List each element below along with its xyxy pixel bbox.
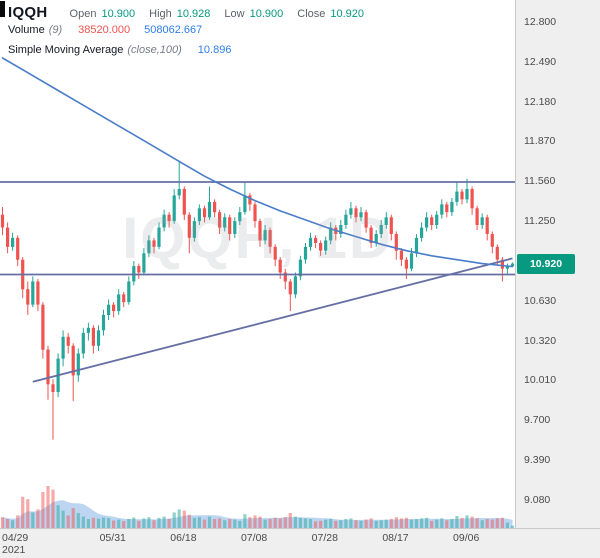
volume-bars-layer <box>0 486 515 528</box>
time-axis[interactable]: 04/29 2021 05/31 06/18 07/08 07/28 08/17 09/06 <box>0 528 600 558</box>
sma-value: 10.896 <box>197 44 232 56</box>
candles-layer <box>0 160 515 440</box>
time-axis-label: 04/29 2021 <box>2 532 29 556</box>
volume-ma-value: 508062.667 <box>144 24 203 36</box>
time-axis-label: 06/18 <box>170 532 197 544</box>
price-axis-label: 12.180 <box>524 95 557 108</box>
last-price-value: 10.920 <box>529 257 563 270</box>
high-value: 10.928 <box>176 8 211 20</box>
high-label: High <box>149 8 172 20</box>
price-axis-label: 9.080 <box>524 493 551 506</box>
close-label: Close <box>297 8 326 20</box>
time-axis-label: 09/06 <box>453 532 480 544</box>
trendlines-layer <box>0 181 515 383</box>
candlestick-chart[interactable] <box>0 0 515 528</box>
price-axis-label: 10.630 <box>524 294 557 307</box>
volume-indicator-row: Volume (9) 38520.000 508062.667 <box>8 24 378 44</box>
low-label: Low <box>224 8 245 20</box>
price-axis-label: 10.320 <box>524 334 557 347</box>
price-axis[interactable]: 10.920 12.800 12.490 12.180 11.870 11.560 11.… <box>515 0 600 528</box>
low-value: 10.900 <box>249 8 284 20</box>
price-axis-label: 12.800 <box>524 15 557 28</box>
symbol-title: IQQH <box>8 4 48 21</box>
sma-indicator-params: (close,100) <box>127 44 182 56</box>
price-axis-label: 11.870 <box>524 135 556 148</box>
time-axis-label: 07/28 <box>311 532 338 544</box>
open-label: Open <box>69 8 97 20</box>
sma-line <box>1 57 514 268</box>
price-axis-label: 9.390 <box>524 454 551 467</box>
time-axis-label: 05/31 <box>99 532 126 544</box>
price-axis-label: 11.560 <box>524 175 556 188</box>
sma-indicator-label: Simple Moving Average <box>8 44 124 56</box>
time-axis-year-label: 2021 <box>2 544 26 556</box>
price-axis-label: 9.700 <box>524 414 551 427</box>
price-axis-label: 10.010 <box>524 374 557 387</box>
volume-indicator-params: (9) <box>48 24 63 36</box>
sma-indicator-row: Simple Moving Average (close,100) 10.896 <box>8 44 378 64</box>
open-value: 10.900 <box>101 8 136 20</box>
price-axis-label: 12.490 <box>524 55 557 68</box>
ohlc-row: IQQH Open 10.900 High 10.928 Low 10.900 … <box>8 4 378 24</box>
time-axis-label: 08/17 <box>382 532 409 544</box>
price-axis-label: 11.250 <box>524 215 556 228</box>
window-edge-mark <box>0 1 5 17</box>
volume-value: 38520.000 <box>78 24 131 36</box>
legend: IQQH Open 10.900 High 10.928 Low 10.900 … <box>8 4 378 64</box>
time-axis-label: 07/08 <box>240 532 268 544</box>
close-value: 10.920 <box>330 8 365 20</box>
chart-plot-area[interactable]: IQQH, 1D IQQH Open 10.900 High 10.928 Lo… <box>0 0 515 528</box>
last-price-tag: 10.920 <box>517 253 575 274</box>
volume-indicator-label: Volume <box>8 24 45 36</box>
